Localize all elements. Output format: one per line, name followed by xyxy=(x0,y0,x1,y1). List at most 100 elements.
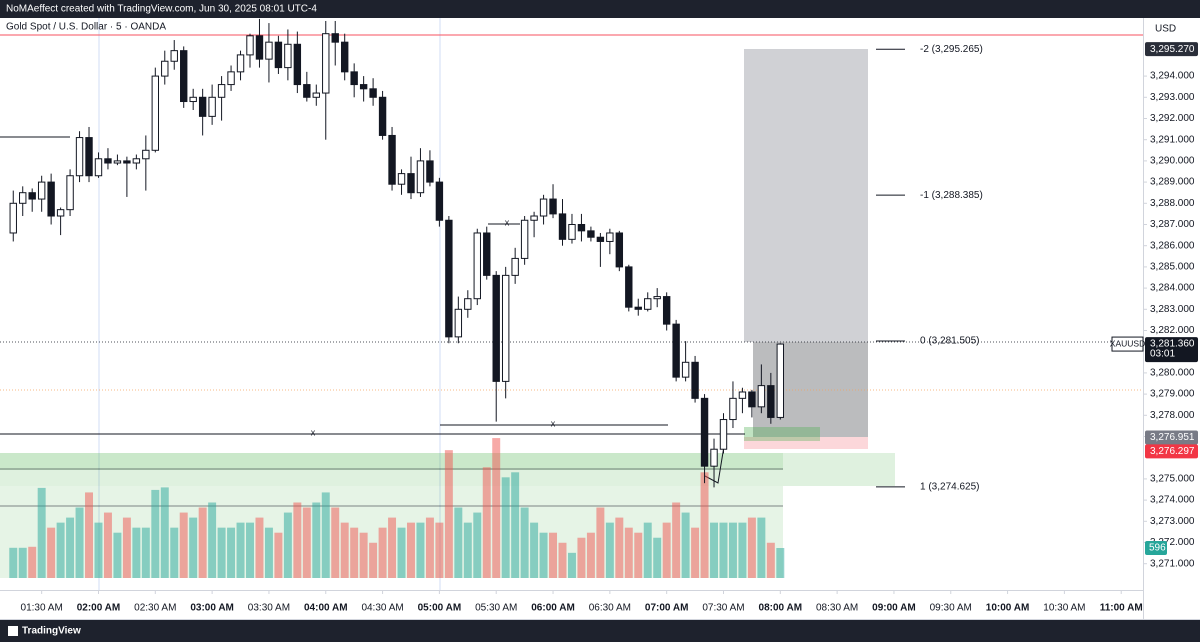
price-label-box xyxy=(1145,42,1198,57)
candle-body xyxy=(520,219,529,259)
y-tick-label: 3,287.000 xyxy=(1150,219,1195,230)
volume-bar xyxy=(66,517,75,578)
candle-body xyxy=(729,397,737,421)
volume-bar xyxy=(605,522,614,578)
volume-bar xyxy=(227,527,236,578)
candle-body xyxy=(255,35,264,60)
candle-body xyxy=(634,306,642,310)
x-tick-label: 01:30 AM xyxy=(21,603,63,614)
volume-bar xyxy=(198,507,207,578)
position-stop xyxy=(744,437,868,449)
x-tick-label: 05:00 AM xyxy=(418,603,462,614)
candle-body xyxy=(416,160,425,194)
price-label: 3,276.951 xyxy=(1150,432,1195,443)
candle-body xyxy=(681,361,690,378)
x-tick-label: 10:00 AM xyxy=(986,603,1030,614)
volume-bar xyxy=(331,507,340,578)
volume-bar xyxy=(302,507,311,578)
volume-bar xyxy=(766,542,775,578)
x-tick-label: 09:30 AM xyxy=(930,603,972,614)
volume-bar xyxy=(397,527,406,578)
candle-body xyxy=(284,43,292,69)
candle-body xyxy=(757,385,766,408)
volume-bar xyxy=(482,467,491,578)
volume-bar xyxy=(615,517,624,578)
volume-bar xyxy=(179,512,188,578)
volume-bar xyxy=(75,507,84,578)
candle-body xyxy=(710,448,718,467)
volume-bar xyxy=(435,522,444,578)
candle-body xyxy=(9,202,17,234)
candle-body xyxy=(776,343,785,418)
candle-body xyxy=(85,137,93,177)
fib-label: 0 (3,281.505) xyxy=(920,336,980,347)
footer-logo: TradingView xyxy=(8,626,81,637)
candle-body xyxy=(501,274,510,382)
candle-body xyxy=(549,198,557,215)
candle-body xyxy=(539,198,548,217)
candle-body xyxy=(464,298,472,310)
x-tick-label: 02:30 AM xyxy=(134,603,176,614)
y-tick-label: 3,285.000 xyxy=(1150,262,1195,273)
volume-bar xyxy=(85,492,93,578)
x-tick-label: 07:30 AM xyxy=(702,603,744,614)
candle-body xyxy=(132,158,141,164)
level-marker: x xyxy=(551,418,556,428)
volume-bar xyxy=(643,522,652,578)
volume-bar xyxy=(691,527,700,578)
candle-body xyxy=(369,88,377,98)
volume-bar xyxy=(492,438,501,578)
candle-body xyxy=(274,41,283,69)
x-tick-label: 08:00 AM xyxy=(759,603,803,614)
candle-body xyxy=(47,181,55,217)
volume-bar xyxy=(378,527,387,578)
candle-body xyxy=(359,84,368,90)
volume-bar xyxy=(208,502,217,578)
candle-body xyxy=(161,60,169,77)
candle-body xyxy=(407,173,415,194)
candle-body xyxy=(473,232,481,300)
volume-bar xyxy=(217,527,226,578)
volume-bar xyxy=(340,522,349,578)
y-tick-label: 3,283.000 xyxy=(1150,304,1195,315)
y-tick-label: 3,294.000 xyxy=(1150,71,1195,82)
candle-body xyxy=(227,71,235,86)
candle-body xyxy=(56,209,65,217)
volume-bar xyxy=(586,532,595,578)
candle-body xyxy=(142,149,150,160)
y-tick-label: 3,290.000 xyxy=(1150,156,1195,167)
footer-brand: TradingView xyxy=(22,626,81,637)
candle-body xyxy=(265,41,273,60)
volume-bar xyxy=(653,537,662,578)
candle-body xyxy=(217,84,226,98)
candle-body xyxy=(180,50,188,103)
candle-body xyxy=(303,84,311,98)
volume-bar xyxy=(18,547,27,578)
candle-body xyxy=(653,296,661,300)
volume-bar xyxy=(350,527,359,578)
y-tick-label: 3,293.000 xyxy=(1150,92,1195,103)
candle-body xyxy=(208,96,216,117)
candle-body xyxy=(492,274,500,382)
volume-bar xyxy=(501,477,510,578)
volume-bar xyxy=(94,522,103,578)
volume-bar xyxy=(132,527,141,578)
candle-body xyxy=(530,215,538,221)
candle-body xyxy=(748,391,756,408)
volume-bar xyxy=(369,542,378,578)
x-tick-label: 06:00 AM xyxy=(531,603,575,614)
symbol-label: XAUUSD xyxy=(1110,338,1145,348)
candle-body xyxy=(236,54,245,73)
candle-body xyxy=(445,219,453,338)
volume-bar xyxy=(141,527,150,578)
volume-bar xyxy=(710,522,718,578)
volume-bar xyxy=(530,522,539,578)
volume-bar xyxy=(246,522,254,578)
header-bar xyxy=(0,0,1200,18)
candle-body xyxy=(123,160,131,164)
footer-bar xyxy=(0,620,1200,642)
x-tick-label: 04:00 AM xyxy=(304,603,348,614)
y-tick-label: 3,289.000 xyxy=(1150,177,1195,188)
candle-body xyxy=(340,41,349,73)
candle-body xyxy=(577,223,586,232)
